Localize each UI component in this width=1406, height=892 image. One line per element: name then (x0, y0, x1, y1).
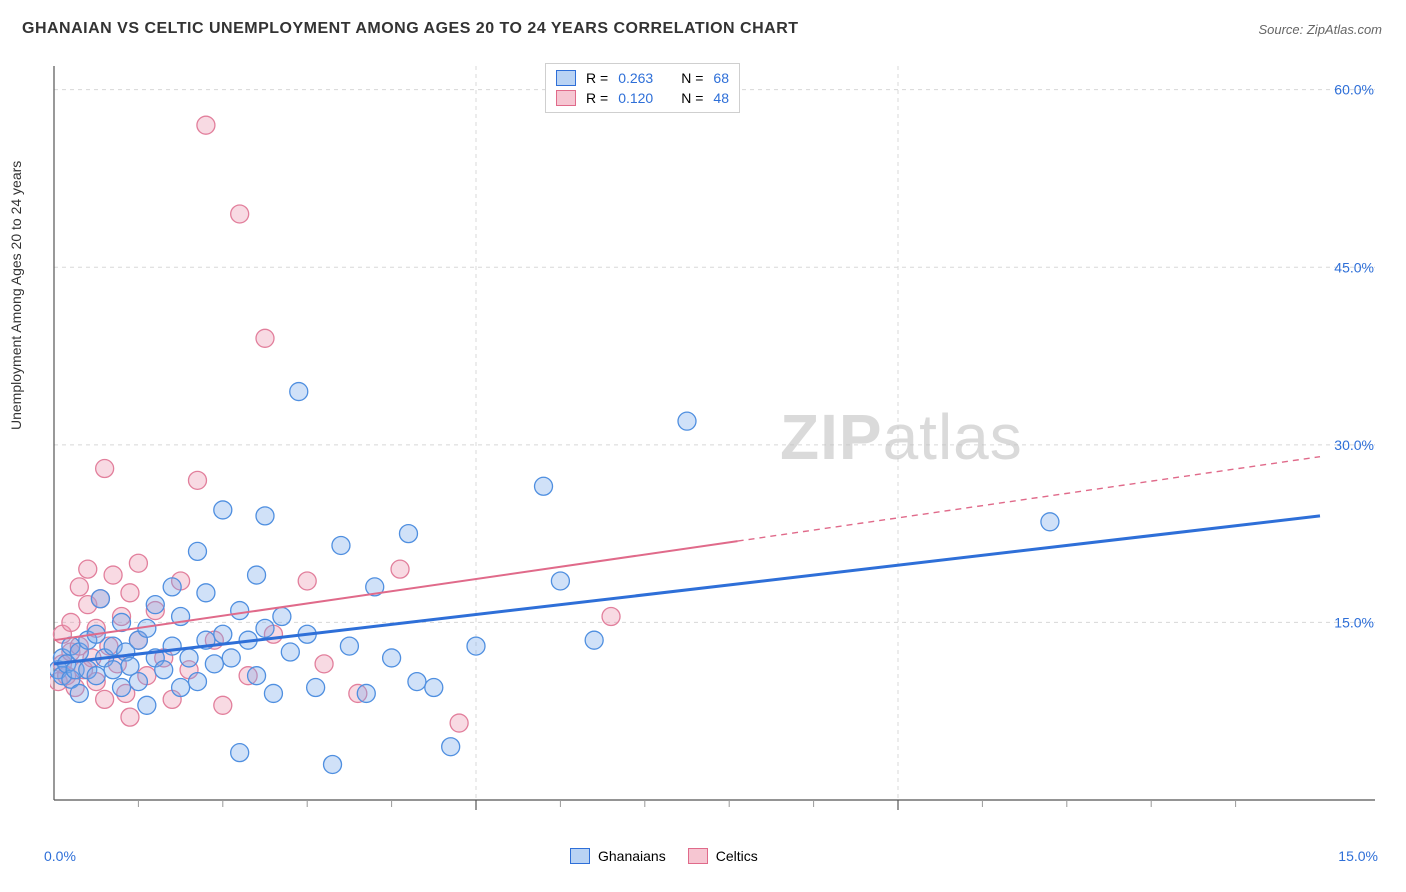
swatch-celtics-icon (688, 848, 708, 864)
chart-title: GHANAIAN VS CELTIC UNEMPLOYMENT AMONG AG… (22, 20, 799, 38)
y-axis-label: Unemployment Among Ages 20 to 24 years (8, 161, 24, 430)
series-legend: Ghanaians Celtics (570, 848, 758, 864)
x-axis-max-label: 15.0% (1338, 848, 1378, 864)
swatch-ghanaians (556, 70, 576, 86)
svg-text:45.0%: 45.0% (1334, 259, 1374, 275)
svg-text:60.0%: 60.0% (1334, 82, 1374, 98)
r-value-ghanaians: 0.263 (618, 70, 653, 86)
legend-item-ghanaians: Ghanaians (570, 848, 666, 864)
svg-text:30.0%: 30.0% (1334, 437, 1374, 453)
r-value-celtics: 0.120 (618, 90, 653, 106)
n-value-ghanaians: 68 (713, 70, 729, 86)
source-attribution: Source: ZipAtlas.com (1258, 22, 1382, 37)
swatch-ghanaians-icon (570, 848, 590, 864)
chart-container: GHANAIAN VS CELTIC UNEMPLOYMENT AMONG AG… (0, 0, 1406, 892)
legend-item-celtics: Celtics (688, 848, 758, 864)
scatter-plot: 15.0% 30.0% 45.0% 60.0% (50, 60, 1380, 830)
x-axis-min-label: 0.0% (44, 848, 76, 864)
swatch-celtics (556, 90, 576, 106)
stats-row-celtics: R = 0.120 N = 48 (554, 88, 731, 108)
n-value-celtics: 48 (713, 90, 729, 106)
stats-legend: R = 0.263 N = 68 R = 0.120 N = 48 (545, 63, 740, 113)
stats-row-ghanaians: R = 0.263 N = 68 (554, 68, 731, 88)
svg-text:15.0%: 15.0% (1334, 614, 1374, 630)
